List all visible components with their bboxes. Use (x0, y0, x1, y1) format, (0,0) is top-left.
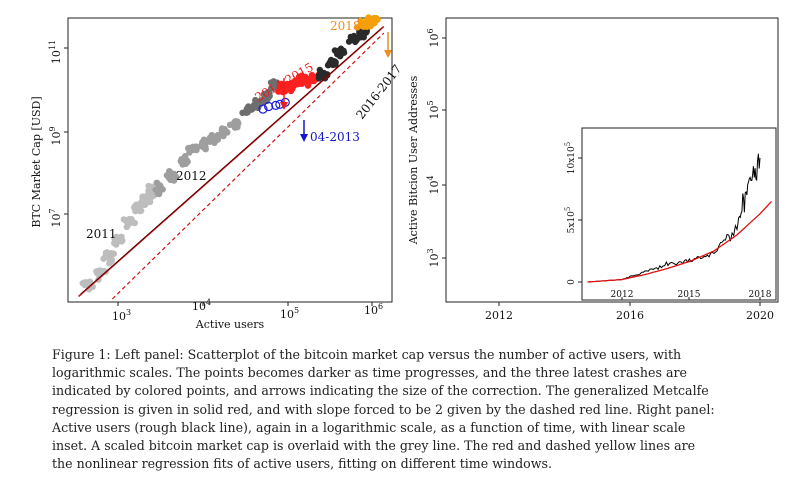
point-2016-2017 (336, 53, 344, 60)
right-panel-frame (445, 17, 779, 303)
right-xtick-label: 2016 (616, 309, 644, 322)
annotation-2016-2017: 2016-2017 (353, 62, 404, 122)
point-2011 (114, 236, 122, 244)
inset-nonlinear-fit-line (587, 200, 772, 283)
point-2014-2015 (291, 77, 299, 85)
point-2011 (139, 194, 146, 201)
caption-line: inset. A scaled bitcoin market cap is ov… (52, 438, 696, 454)
point-2012 (199, 140, 206, 148)
point-2011 (133, 202, 140, 210)
point-2012 (190, 144, 197, 152)
point-2014-2015 (284, 80, 291, 88)
caption-line: the nonlinear regression fits of active … (52, 456, 553, 472)
point-2012 (181, 160, 188, 167)
left-ytick-label: 109 (48, 126, 63, 145)
right-ytick-label: 105 (426, 100, 441, 119)
point-2011 (141, 201, 149, 209)
left-ylabel: BTC Market Cap [USD] (30, 96, 43, 227)
inset-xtick-label: 2012 (611, 290, 634, 300)
right-ytick-label: 103 (426, 248, 441, 267)
figure-caption: Figure 1: Left panel: Scatterplot of the… (52, 346, 764, 473)
fit-shadow-line (80, 28, 382, 295)
point-2011 (126, 217, 133, 225)
point-2012 (156, 186, 164, 194)
caption-line: Active users (rough black line), again i… (52, 419, 686, 435)
point-2012 (221, 128, 229, 135)
point-2011 (145, 182, 152, 190)
arrowhead-04-2013 (300, 134, 308, 142)
left-ytick-label: 107 (48, 208, 63, 227)
arrowhead-2018 (384, 50, 392, 58)
point-04-2013 (258, 104, 268, 114)
inset-ytick-label: 0 (567, 279, 577, 285)
left-panel: 1011 109 107 BTC Market Cap [USD] 103 10… (30, 14, 404, 331)
left-xtick-label: 106 (364, 302, 383, 317)
point-2012 (184, 145, 192, 152)
point-2012 (231, 118, 239, 125)
fit-slope2-line (111, 32, 385, 300)
point-04-2013 (271, 100, 281, 110)
right-xtick-label: 2020 (746, 309, 774, 322)
point-2012 (226, 121, 234, 129)
point-2016-2017 (352, 37, 359, 45)
point-2011 (106, 260, 113, 267)
right-ylabel: Active Bitcion User Addresses (407, 75, 420, 245)
point-2012 (210, 138, 217, 145)
left-xlabel: Active users (195, 318, 265, 331)
point-2013 (260, 90, 268, 98)
right-ytick-label: 106 (426, 28, 441, 47)
point-2013 (267, 79, 275, 86)
inset-xtick-label: 2018 (749, 290, 772, 300)
inset-ytick-label: 10x105 (564, 142, 577, 174)
annotation-2018: 2018 (330, 19, 361, 33)
caption-line: indicated by colored points, and arrows … (52, 383, 709, 399)
inset-frame (581, 127, 777, 301)
figure: 1011 109 107 BTC Market Cap [USD] 103 10… (30, 14, 779, 331)
point-2016-2017 (357, 34, 364, 41)
point-2011 (95, 271, 102, 278)
annotation-04-2013: 04-2013 (310, 130, 360, 144)
point-2012 (168, 171, 175, 179)
point-2011 (105, 254, 112, 261)
left-xtick-label: 105 (280, 306, 299, 321)
left-xtick-label: 104 (192, 298, 211, 313)
left-xtick-label: 103 (112, 308, 131, 323)
point-2016-2017 (362, 28, 369, 35)
point-04-2013 (264, 101, 274, 112)
point-2012 (208, 131, 216, 139)
point-2018 (371, 18, 378, 26)
annotation-2012: 2012 (176, 169, 207, 183)
inset-data-layer (587, 153, 772, 283)
point-2014-2015 (308, 75, 315, 83)
point-2013 (265, 89, 273, 97)
right-xtick-label: 2012 (485, 309, 513, 322)
caption-line: logarithmic scales. The points becomes d… (52, 365, 687, 381)
arrowhead-2014 (280, 102, 288, 110)
left-data-layer (78, 14, 385, 300)
inset-chart: 10x105 5x105 0 2012 2015 2018 (564, 127, 777, 301)
right-panel: 106 105 104 103 Active Bitcion User Addr… (407, 17, 779, 322)
left-panel-frame (67, 17, 393, 303)
caption-line: regression is given in solid red, and wi… (52, 401, 715, 417)
inset-ytick-label: 5x105 (564, 207, 577, 234)
inset-xtick-label: 2015 (678, 290, 701, 300)
caption-line: Figure 1: Left panel: Scatterplot of the… (52, 347, 682, 362)
point-2011 (79, 280, 86, 287)
point-2016-2017 (330, 58, 337, 65)
left-ytick-label: 1011 (48, 40, 63, 64)
annotation-2011: 2011 (86, 227, 117, 241)
right-ytick-label: 104 (426, 175, 441, 194)
inset-active-users-line (587, 153, 761, 283)
point-2016-2017 (316, 66, 324, 74)
